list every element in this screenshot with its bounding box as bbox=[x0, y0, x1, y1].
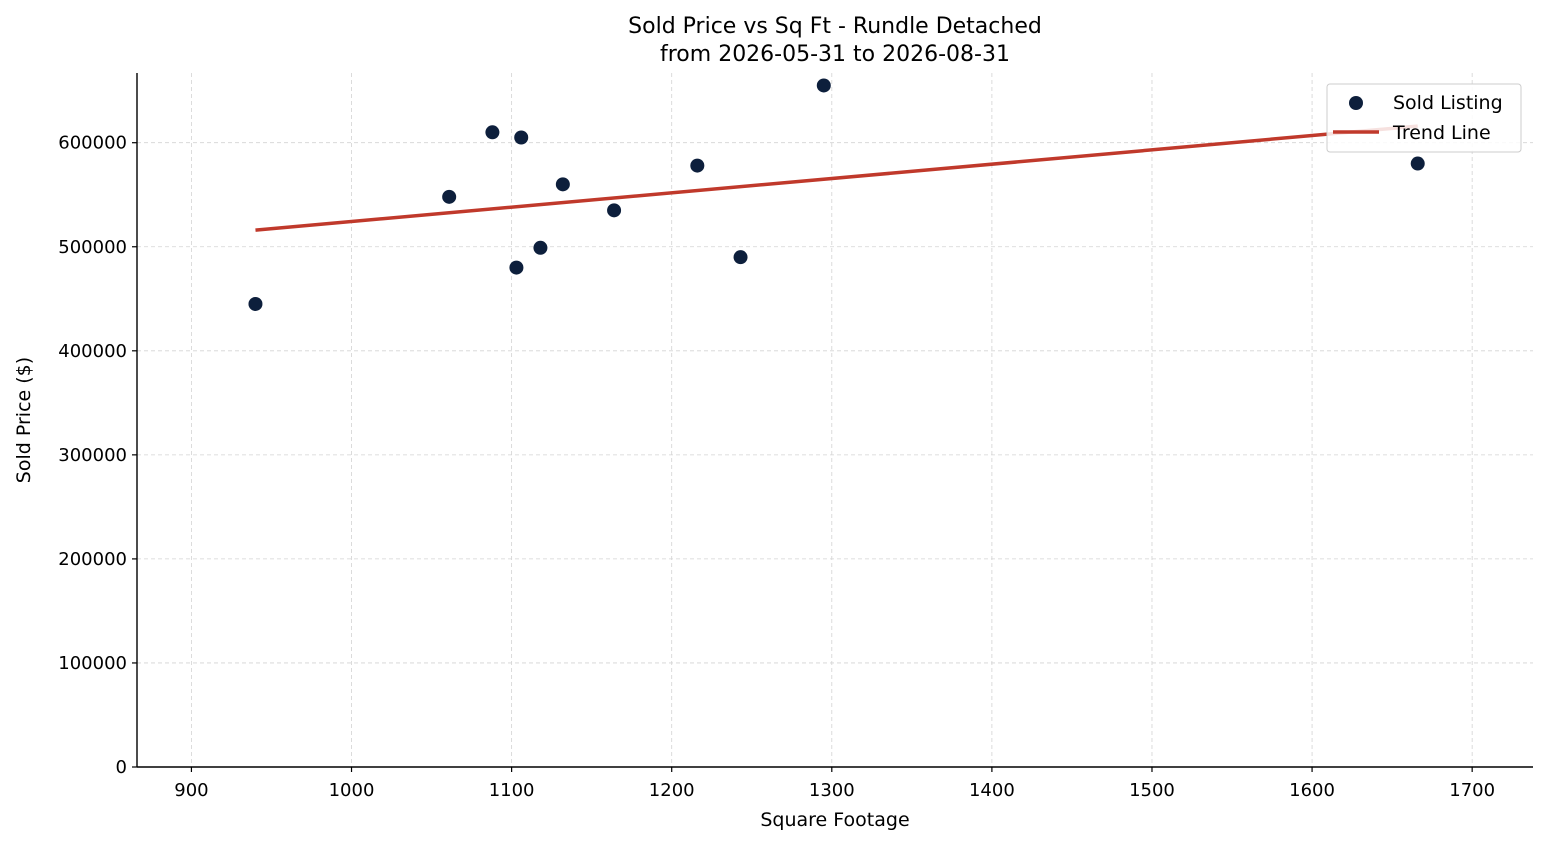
sold-listing-point bbox=[442, 189, 457, 204]
sold-listing-point bbox=[733, 250, 748, 265]
y-axis-label: Sold Price ($) bbox=[13, 357, 35, 483]
y-tick-label: 100000 bbox=[58, 653, 127, 674]
x-tick-label: 1200 bbox=[649, 780, 695, 801]
x-tick-label: 1700 bbox=[1449, 780, 1495, 801]
chart-title-line-1: Sold Price vs Sq Ft - Rundle Detached bbox=[628, 14, 1042, 39]
x-tick-label: 1400 bbox=[969, 780, 1015, 801]
y-tick-label: 300000 bbox=[58, 445, 127, 466]
legend-scatter-marker bbox=[1349, 96, 1363, 110]
y-tick-label: 0 bbox=[116, 757, 127, 778]
x-tick-label: 1100 bbox=[489, 780, 535, 801]
trend-line bbox=[255, 124, 1418, 232]
sold-listing-point bbox=[555, 177, 570, 192]
data-points bbox=[248, 78, 1425, 311]
sold-listing-point bbox=[485, 125, 500, 140]
legend-label-sold-listing: Sold Listing bbox=[1393, 92, 1503, 114]
x-axis-label: Square Footage bbox=[760, 809, 909, 831]
x-tick-label: 900 bbox=[174, 780, 208, 801]
x-tick-label: 1300 bbox=[809, 780, 855, 801]
sold-listing-point bbox=[248, 296, 263, 311]
y-axis-ticks: 0 100000 200000 300000 400000 500000 600000 bbox=[58, 133, 137, 778]
x-tick-label: 1600 bbox=[1289, 780, 1335, 801]
y-tick-label: 400000 bbox=[58, 341, 127, 362]
sold-listing-point bbox=[607, 203, 622, 218]
y-tick-label: 500000 bbox=[58, 237, 127, 258]
sold-listing-point bbox=[514, 130, 529, 145]
y-tick-label: 200000 bbox=[58, 549, 127, 570]
chart-title-line-2: from 2026-05-31 to 2026-08-31 bbox=[660, 42, 1010, 67]
sold-listing-point bbox=[509, 260, 524, 275]
y-tick-label: 600000 bbox=[58, 133, 127, 154]
legend-label-trend-line: Trend Line bbox=[1392, 122, 1491, 144]
legend-box bbox=[1326, 83, 1522, 153]
sold-listing-point bbox=[1410, 156, 1425, 171]
legend: Sold Listing Trend Line bbox=[1326, 83, 1522, 153]
x-axis-ticks: 900 1000 1100 1200 1300 1400 1500 1600 1700 bbox=[174, 767, 1495, 801]
sold-listing-point bbox=[816, 78, 831, 93]
trend-line-group bbox=[255, 124, 1418, 232]
sold-listing-point bbox=[690, 158, 705, 173]
x-tick-label: 1000 bbox=[329, 780, 375, 801]
x-tick-label: 1500 bbox=[1129, 780, 1175, 801]
sold-listing-point bbox=[533, 240, 548, 255]
